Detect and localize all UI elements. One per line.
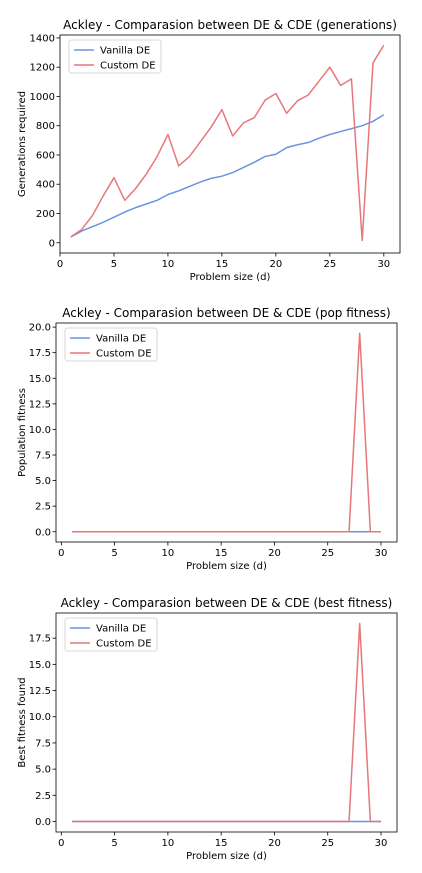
x-axis-label: Problem size (d) bbox=[186, 561, 267, 572]
x-tick-label: 15 bbox=[216, 259, 229, 270]
y-tick-label: 200 bbox=[36, 209, 55, 220]
legend: Vanilla DE Custom DE bbox=[64, 617, 158, 652]
chart-title: Ackley - Comparasion between DE & CDE (b… bbox=[61, 596, 393, 610]
y-tick-label: 15.0 bbox=[29, 374, 51, 385]
x-tick-label: 25 bbox=[321, 838, 334, 849]
chart-title: Ackley - Comparasion between DE & CDE (p… bbox=[62, 306, 390, 320]
plot-frame bbox=[59, 34, 401, 254]
chart-title: Ackley - Comparasion between DE & CDE (g… bbox=[63, 18, 397, 32]
legend-entry: Custom DE bbox=[100, 61, 156, 72]
y-tick-label: 1000 bbox=[30, 92, 55, 103]
y-tick-label: 7.5 bbox=[35, 738, 51, 749]
x-tick-label: 0 bbox=[58, 838, 64, 849]
series-line-custom-de bbox=[71, 332, 382, 533]
plot-frame bbox=[55, 612, 398, 833]
y-tick-label: 1200 bbox=[30, 63, 55, 74]
x-axis-label: Problem size (d) bbox=[190, 272, 271, 283]
y-axis-label: Best fitness found bbox=[17, 677, 28, 767]
x-tick-label: 20 bbox=[270, 259, 283, 270]
series-line-custom-de bbox=[71, 622, 382, 823]
x-tick-label: 0 bbox=[57, 259, 63, 270]
y-tick-label: 7.5 bbox=[35, 451, 51, 462]
series-line-custom-de bbox=[70, 44, 385, 242]
y-tick-label: 10.0 bbox=[29, 712, 51, 723]
x-tick-label: 25 bbox=[321, 548, 334, 559]
y-tick-label: 20.0 bbox=[29, 323, 51, 334]
y-tick-label: 5.0 bbox=[35, 476, 51, 487]
x-tick-label: 5 bbox=[111, 259, 117, 270]
legend-entry: Vanilla DE bbox=[96, 334, 146, 345]
x-tick-label: 15 bbox=[215, 838, 228, 849]
y-tick-label: 600 bbox=[36, 150, 55, 161]
x-axis-label: Problem size (d) bbox=[186, 851, 267, 862]
y-tick-label: 5.0 bbox=[35, 765, 51, 776]
x-tick-label: 10 bbox=[162, 259, 175, 270]
y-tick-label: 17.5 bbox=[29, 634, 51, 645]
x-tick-label: 30 bbox=[377, 259, 390, 270]
y-tick-label: 0.0 bbox=[35, 817, 51, 828]
y-tick-label: 800 bbox=[36, 121, 55, 132]
y-tick-label: 0.0 bbox=[35, 527, 51, 538]
x-tick-label: 5 bbox=[111, 838, 117, 849]
x-tick-label: 20 bbox=[268, 548, 281, 559]
x-tick-label: 15 bbox=[215, 548, 228, 559]
plot-frame bbox=[55, 322, 398, 543]
x-tick-label: 30 bbox=[375, 838, 388, 849]
legend: Vanilla DE Custom DE bbox=[64, 327, 158, 362]
y-tick-label: 12.5 bbox=[29, 686, 51, 697]
x-tick-label: 0 bbox=[58, 548, 64, 559]
y-tick-label: 17.5 bbox=[29, 348, 51, 359]
y-tick-label: 0 bbox=[49, 238, 55, 249]
chart-3: Ackley - Comparasion between DE & CDE (b… bbox=[17, 596, 398, 862]
legend: Vanilla DE Custom DE bbox=[68, 39, 162, 74]
legend-entry: Vanilla DE bbox=[100, 46, 150, 57]
legend-entry: Custom DE bbox=[96, 639, 152, 650]
y-axis-label: Population fitness bbox=[17, 388, 28, 477]
x-tick-label: 5 bbox=[111, 548, 117, 559]
x-tick-label: 10 bbox=[162, 548, 175, 559]
x-tick-label: 30 bbox=[375, 548, 388, 559]
legend-entry: Custom DE bbox=[96, 349, 152, 360]
x-tick-label: 10 bbox=[162, 838, 175, 849]
y-tick-label: 10.0 bbox=[29, 425, 51, 436]
y-tick-label: 15.0 bbox=[29, 660, 51, 671]
y-axis-label: Generations required bbox=[17, 91, 28, 197]
x-tick-label: 25 bbox=[323, 259, 336, 270]
legend-entry: Vanilla DE bbox=[96, 624, 146, 635]
y-tick-label: 2.5 bbox=[35, 791, 51, 802]
y-tick-label: 2.5 bbox=[35, 502, 51, 513]
series-line-vanilla-de bbox=[70, 114, 385, 238]
chart-2: Ackley - Comparasion between DE & CDE (p… bbox=[17, 306, 398, 572]
y-tick-label: 1400 bbox=[30, 33, 55, 44]
x-tick-label: 20 bbox=[268, 838, 281, 849]
y-tick-label: 400 bbox=[36, 180, 55, 191]
chart-1: Ackley - Comparasion between DE & CDE (g… bbox=[17, 18, 401, 283]
y-tick-label: 12.5 bbox=[29, 399, 51, 410]
